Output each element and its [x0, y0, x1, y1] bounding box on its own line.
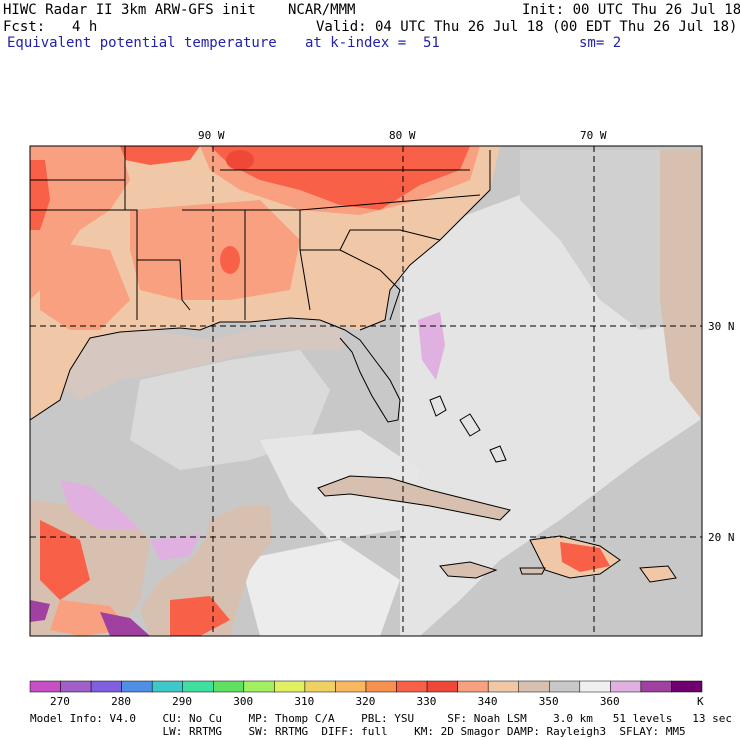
colorbar-swatch: [365, 680, 397, 693]
coastlines: [30, 146, 491, 423]
colorbar-swatch: [151, 680, 183, 693]
colorbar-tick-label: 290: [172, 695, 192, 708]
map-frame: [29, 145, 703, 637]
forecast-label: Fcst:: [3, 19, 46, 35]
field-name: Equivalent potential temperature: [7, 35, 277, 51]
lat-label-30n: 30 N: [708, 320, 735, 333]
colorbar-swatch: [90, 680, 122, 693]
colorbar-unit: K: [697, 695, 704, 708]
colorbar-swatch: [243, 680, 275, 693]
colorbar-tick-label: 330: [417, 695, 437, 708]
smoothing: sm= 2: [579, 35, 622, 51]
valid-time: Valid: 04 UTC Thu 26 Jul 18 (00 EDT Thu …: [316, 19, 738, 35]
colorbar-tick-label: 320: [355, 695, 375, 708]
colorbar-swatch: [396, 680, 428, 693]
colorbar-swatch: [335, 680, 367, 693]
model-info-line2: LW: RRTMG SW: RRTMG DIFF: full KM: 2D Sm…: [30, 725, 686, 738]
colorbar-swatch: [121, 680, 153, 693]
colorbar-swatch: [518, 680, 550, 693]
colorbar-swatch: [610, 680, 642, 693]
colorbar-swatch: [213, 680, 245, 693]
colorbar-swatch: [274, 680, 306, 693]
colorbar-swatch: [60, 680, 92, 693]
colorbar-tick-label: 300: [233, 695, 253, 708]
colorbar-swatch: [182, 680, 214, 693]
colorbar-swatch: [29, 680, 61, 693]
model-info-line1: Model Info: V4.0 CU: No Cu MP: Thomp C/A…: [30, 712, 732, 725]
map-field: [30, 146, 702, 636]
colorbar-tick-label: 270: [50, 695, 70, 708]
lon-label-70w: 70 W: [580, 129, 607, 142]
init-time: Init: 00 UTC Thu 26 Jul 18: [522, 2, 740, 18]
org-label: NCAR/MMM: [288, 2, 356, 18]
colorbar-swatch: [304, 680, 336, 693]
model-title: HIWC Radar II 3km ARW-GFS init: [3, 2, 256, 18]
lat-label-20n: 20 N: [708, 531, 735, 544]
colorbar-swatch: [579, 680, 611, 693]
colorbar-tick-label: 360: [600, 695, 620, 708]
level-index: at k-index = 51: [305, 35, 440, 51]
lon-label-80w: 80 W: [389, 129, 416, 142]
colorbar-tick-label: 310: [294, 695, 314, 708]
graticule: [30, 146, 702, 636]
colorbar-swatch: [487, 680, 519, 693]
colorbar-tick-label: 280: [111, 695, 131, 708]
lon-label-90w: 90 W: [198, 129, 225, 142]
colorbar-swatch: [640, 680, 672, 693]
colorbar-tick-label: 350: [539, 695, 559, 708]
forecast-hours: 4 h: [72, 19, 98, 35]
colorbar-swatch: [426, 680, 458, 693]
colorbar-tick-label: 340: [478, 695, 498, 708]
colorbar-swatch: [457, 680, 489, 693]
colorbar-swatch: [671, 680, 703, 693]
colorbar: 270 280 290 300 310 320 330 340 350 360: [29, 680, 703, 708]
colorbar-swatch: [549, 680, 581, 693]
